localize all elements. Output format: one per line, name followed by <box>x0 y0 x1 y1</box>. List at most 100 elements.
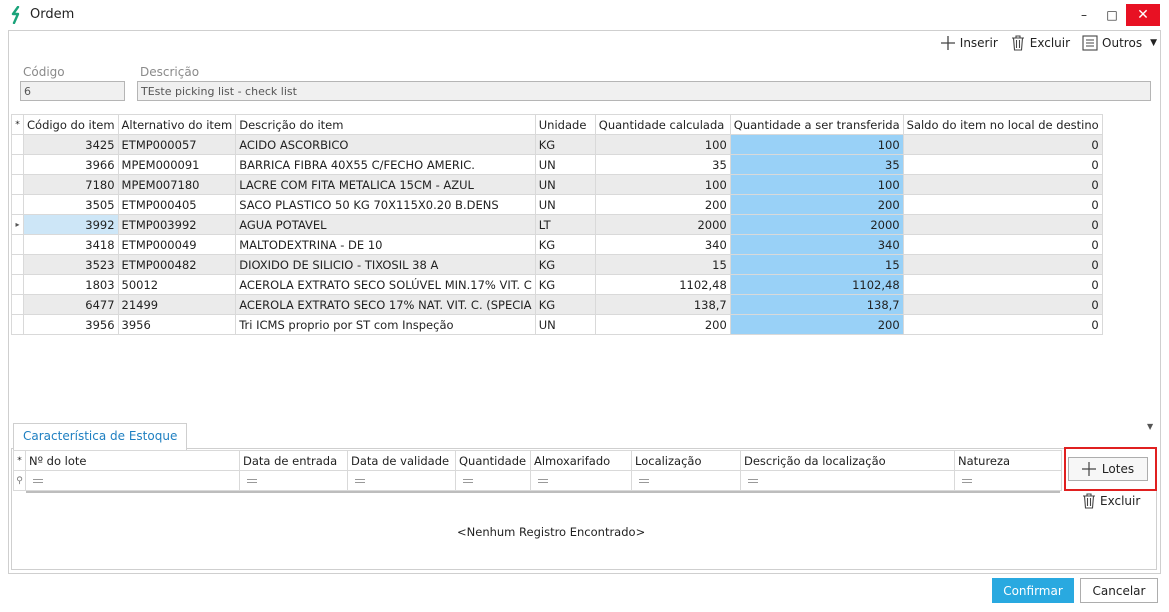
cell-alternativo[interactable]: 3956 <box>117 314 237 335</box>
cell-qtd-calculada[interactable]: 15 <box>594 254 731 275</box>
cell-saldo[interactable]: 0 <box>902 234 1103 255</box>
cell-qtd-calculada[interactable]: 200 <box>594 314 731 335</box>
lotes-button[interactable]: Lotes <box>1068 457 1148 481</box>
cell-codigo[interactable]: 3956 <box>23 314 119 335</box>
cell-qtd-calculada[interactable]: 340 <box>594 234 731 255</box>
cell-unidade[interactable]: KG <box>534 294 596 315</box>
row-indicator[interactable] <box>11 314 24 335</box>
cell-qtd-transferida[interactable]: 35 <box>729 154 904 175</box>
cell-qtd-calculada[interactable]: 138,7 <box>594 294 731 315</box>
close-button[interactable]: ✕ <box>1126 4 1160 26</box>
cell-descricao[interactable]: ACEROLA EXTRATO SECO 17% NAT. VIT. C. (S… <box>235 294 536 315</box>
cell-qtd-calculada[interactable]: 200 <box>594 194 731 215</box>
row-indicator[interactable] <box>11 194 24 215</box>
col-unidade[interactable]: Unidade <box>534 114 596 135</box>
cell-descricao[interactable]: Tri ICMS proprio por ST com Inspeção <box>235 314 536 335</box>
cell-saldo[interactable]: 0 <box>902 134 1103 155</box>
table-row[interactable]: 3966 MPEM000091 BARRICA FIBRA 40X55 C/FE… <box>11 154 1103 175</box>
codigo-field[interactable]: 6 <box>20 81 125 101</box>
cell-qtd-transferida[interactable]: 138,7 <box>729 294 904 315</box>
confirmar-button[interactable]: Confirmar <box>992 578 1074 603</box>
current-row-indicator-icon[interactable]: ▸ <box>11 214 24 235</box>
col-numero-lote[interactable]: Nº do lote <box>25 450 240 471</box>
descricao-field[interactable]: TEste picking list - check list <box>137 81 1151 101</box>
col-localizacao[interactable]: Localização <box>631 450 741 471</box>
tab-caracteristica-estoque[interactable]: Característica de Estoque <box>13 423 188 450</box>
cell-alternativo[interactable]: 21499 <box>117 294 237 315</box>
cell-alternativo[interactable]: MPEM007180 <box>117 174 237 195</box>
cell-descricao[interactable]: BARRICA FIBRA 40X55 C/FECHO AMERIC. <box>235 154 536 175</box>
excluir-lote-button[interactable]: Excluir <box>1082 493 1140 509</box>
cell-codigo[interactable]: 3992 <box>23 214 119 235</box>
filter-natureza[interactable] <box>954 470 1062 491</box>
table-row[interactable]: 3425 ETMP000057 ACIDO ASCORBICO KG 100 1… <box>11 134 1103 155</box>
cell-qtd-calculada[interactable]: 35 <box>594 154 731 175</box>
cell-saldo[interactable]: 0 <box>902 314 1103 335</box>
cell-unidade[interactable]: UN <box>534 174 596 195</box>
filter-quantidade[interactable] <box>455 470 531 491</box>
cell-alternativo[interactable]: ETMP000049 <box>117 234 237 255</box>
cell-qtd-transferida[interactable]: 200 <box>729 314 904 335</box>
cell-qtd-transferida[interactable]: 100 <box>729 134 904 155</box>
cell-saldo[interactable]: 0 <box>902 214 1103 235</box>
filter-numero-lote[interactable] <box>25 470 240 491</box>
cell-unidade[interactable]: UN <box>534 314 596 335</box>
cell-descricao[interactable]: ACEROLA EXTRATO SECO SOLÚVEL MIN.17% VIT… <box>235 274 536 295</box>
table-row[interactable]: 3418 ETMP000049 MALTODEXTRINA - DE 10 KG… <box>11 234 1103 255</box>
row-indicator[interactable] <box>11 154 24 175</box>
cell-codigo[interactable]: 3505 <box>23 194 119 215</box>
filter-localizacao[interactable] <box>631 470 741 491</box>
cell-unidade[interactable]: KG <box>534 234 596 255</box>
cell-descricao[interactable]: MALTODEXTRINA - DE 10 <box>235 234 536 255</box>
cell-codigo[interactable]: 3425 <box>23 134 119 155</box>
cell-unidade[interactable]: KG <box>534 254 596 275</box>
filter-descricao-localizacao[interactable] <box>740 470 955 491</box>
table-row[interactable]: 7180 MPEM007180 LACRE COM FITA METALICA … <box>11 174 1103 195</box>
cell-codigo[interactable]: 3966 <box>23 154 119 175</box>
row-indicator[interactable] <box>11 254 24 275</box>
col-natureza[interactable]: Natureza <box>954 450 1062 471</box>
inserir-button[interactable]: Inserir <box>940 35 998 51</box>
scroll-down-arrow-icon[interactable]: ▼ <box>1147 422 1154 431</box>
cell-unidade[interactable]: LT <box>534 214 596 235</box>
cell-unidade[interactable]: UN <box>534 154 596 175</box>
cell-descricao[interactable]: SACO PLASTICO 50 KG 70X115X0.20 B.DENS <box>235 194 536 215</box>
cell-codigo[interactable]: 7180 <box>23 174 119 195</box>
cell-qtd-transferida[interactable]: 2000 <box>729 214 904 235</box>
col-descricao-localizacao[interactable]: Descrição da localização <box>740 450 955 471</box>
cell-codigo[interactable]: 1803 <box>23 274 119 295</box>
cell-descricao[interactable]: ACIDO ASCORBICO <box>235 134 536 155</box>
col-saldo-destino[interactable]: Saldo do item no local de destino <box>902 114 1103 135</box>
filter-data-entrada[interactable] <box>239 470 348 491</box>
col-quantidade-transferida[interactable]: Quantidade a ser transferida <box>729 114 904 135</box>
cell-descricao[interactable]: LACRE COM FITA METALICA 15CM - AZUL <box>235 174 536 195</box>
cell-qtd-calculada[interactable]: 100 <box>594 174 731 195</box>
cell-alternativo[interactable]: 50012 <box>117 274 237 295</box>
cell-unidade[interactable]: KG <box>534 134 596 155</box>
filter-row[interactable]: ⚲ <box>13 470 1062 491</box>
col-alternativo-item[interactable]: Alternativo do item <box>117 114 237 135</box>
cell-saldo[interactable]: 0 <box>902 194 1103 215</box>
cell-qtd-transferida[interactable]: 1102,48 <box>729 274 904 295</box>
cell-alternativo[interactable]: ETMP000405 <box>117 194 237 215</box>
cell-alternativo[interactable]: ETMP000057 <box>117 134 237 155</box>
table-row[interactable]: 6477 21499 ACEROLA EXTRATO SECO 17% NAT.… <box>11 294 1103 315</box>
cell-descricao[interactable]: AGUA POTAVEL <box>235 214 536 235</box>
maximize-button[interactable]: □ <box>1106 8 1118 22</box>
cell-qtd-transferida[interactable]: 340 <box>729 234 904 255</box>
cell-saldo[interactable]: 0 <box>902 294 1103 315</box>
table-row[interactable]: 1803 50012 ACEROLA EXTRATO SECO SOLÚVEL … <box>11 274 1103 295</box>
cell-codigo[interactable]: 3523 <box>23 254 119 275</box>
row-indicator[interactable] <box>11 134 24 155</box>
col-almoxarifado[interactable]: Almoxarifado <box>530 450 632 471</box>
cell-saldo[interactable]: 0 <box>902 154 1103 175</box>
cell-codigo[interactable]: 3418 <box>23 234 119 255</box>
row-indicator[interactable] <box>11 294 24 315</box>
col-quantidade-calculada[interactable]: Quantidade calculada <box>594 114 731 135</box>
filter-almoxarifado[interactable] <box>530 470 632 491</box>
outros-menu-button[interactable]: Outros ▼ <box>1082 35 1157 51</box>
table-row[interactable]: 3956 3956 Tri ICMS proprio por ST com In… <box>11 314 1103 335</box>
cell-saldo[interactable]: 0 <box>902 274 1103 295</box>
table-row[interactable]: 3505 ETMP000405 SACO PLASTICO 50 KG 70X1… <box>11 194 1103 215</box>
row-indicator[interactable] <box>11 174 24 195</box>
